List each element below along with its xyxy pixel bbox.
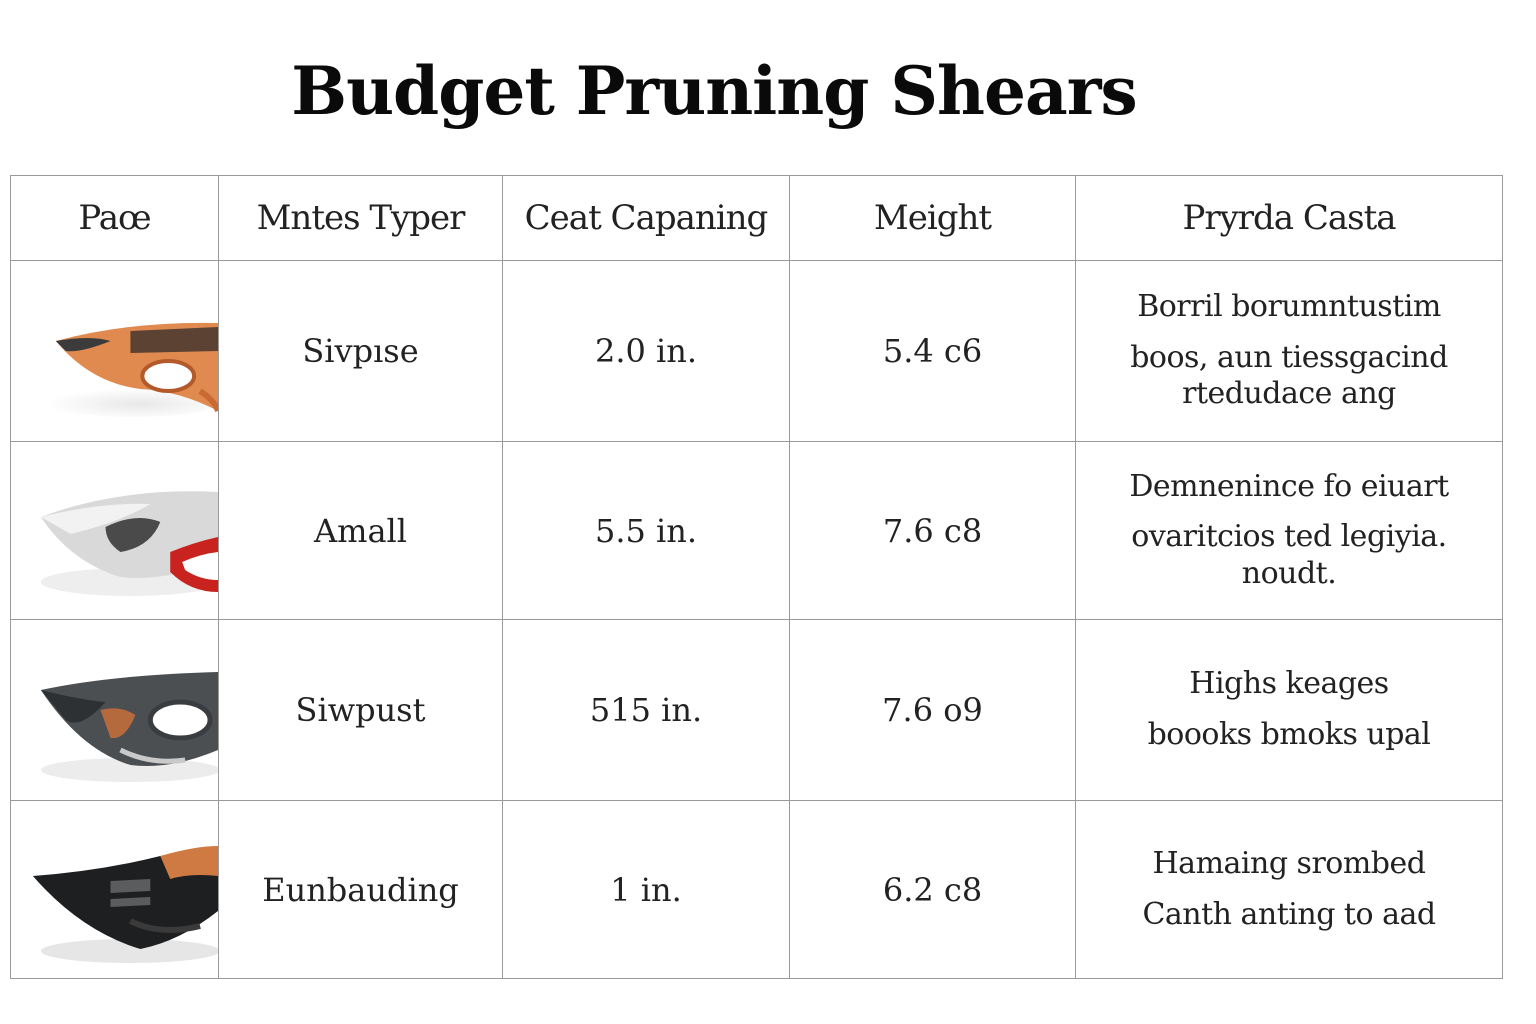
cut-capacity-cell: 515 in. [502,619,790,801]
cut-capacity-cell: 2.0 in. [502,260,790,442]
shears-comparison-table: Paœ Mntes Typer Ceat Capaning Meight Pry… [10,175,1503,979]
column-header-cut: Ceat Capaning [502,175,790,261]
column-header-type: Mntes Typer [218,175,503,261]
product-image-cell [10,800,219,979]
notes-line: boooks bmoks upal [1147,717,1431,752]
type-cell: Siwpust [218,619,503,801]
notes-line: Canth anting to aad [1142,896,1436,932]
page-title: Budget Pruning Shears [291,52,1137,130]
pruning-shears-black-icon [11,801,218,978]
type-cell: Sivpıse [218,260,503,442]
product-image-cell [10,619,219,801]
notes-cell: Hamaing srombed Canth anting to aad [1075,800,1503,979]
column-header-weight: Meight [789,175,1076,261]
table-row: Amall 5.5 in. 7.6 c8 Demnenince fo eiuar… [10,441,1503,620]
product-image-cell [10,260,219,442]
table-row: Eunbauding 1 in. 6.2 c8 Hamaing srombed … [10,800,1503,979]
notes-cell: Borril borumntustim boos, aun tiessgacin… [1075,260,1503,442]
notes-line: Hamaing srombed [1152,845,1426,881]
notes-line: Borril borumntustim [1137,289,1441,325]
notes-cell: Highs keages boooks bmoks upal [1075,619,1503,801]
column-header-image: Paœ [10,175,219,261]
table-header-row: Paœ Mntes Typer Ceat Capaning Meight Pry… [10,175,1503,261]
type-cell: Eunbauding [218,800,503,979]
cut-capacity-cell: 1 in. [502,800,790,979]
notes-line: ovaritcios ted legiyia. [1131,519,1447,555]
table-row: Siwpust 515 in. 7.6 o9 Highs keages booo… [10,619,1503,801]
column-header-notes: Pryrda Casta [1075,175,1503,261]
weight-cell: 7.6 c8 [789,441,1076,620]
weight-cell: 7.6 o9 [789,619,1076,801]
notes-line: Highs keages [1189,666,1389,702]
notes-cell: Demnenince fo eiuart ovaritcios ted legi… [1075,441,1503,620]
weight-cell: 6.2 c8 [789,800,1076,979]
type-cell: Amall [218,441,503,620]
notes-line: Demnenince fo eiuart [1129,468,1449,504]
pruning-shears-orange-icon [11,261,218,441]
pruning-shears-gray-icon [11,620,218,800]
cut-capacity-cell: 5.5 in. [502,441,790,620]
table-row: Sivpıse 2.0 in. 5.4 c6 Borril borumntust… [10,260,1503,442]
pruning-shears-white-red-icon [11,442,218,619]
notes-line: rtedudace ang [1182,376,1396,412]
product-image-cell [10,441,219,620]
weight-cell: 5.4 c6 [789,260,1076,442]
notes-line: noudt. [1241,555,1337,591]
notes-line: boos, aun tiessgacind [1130,339,1448,375]
